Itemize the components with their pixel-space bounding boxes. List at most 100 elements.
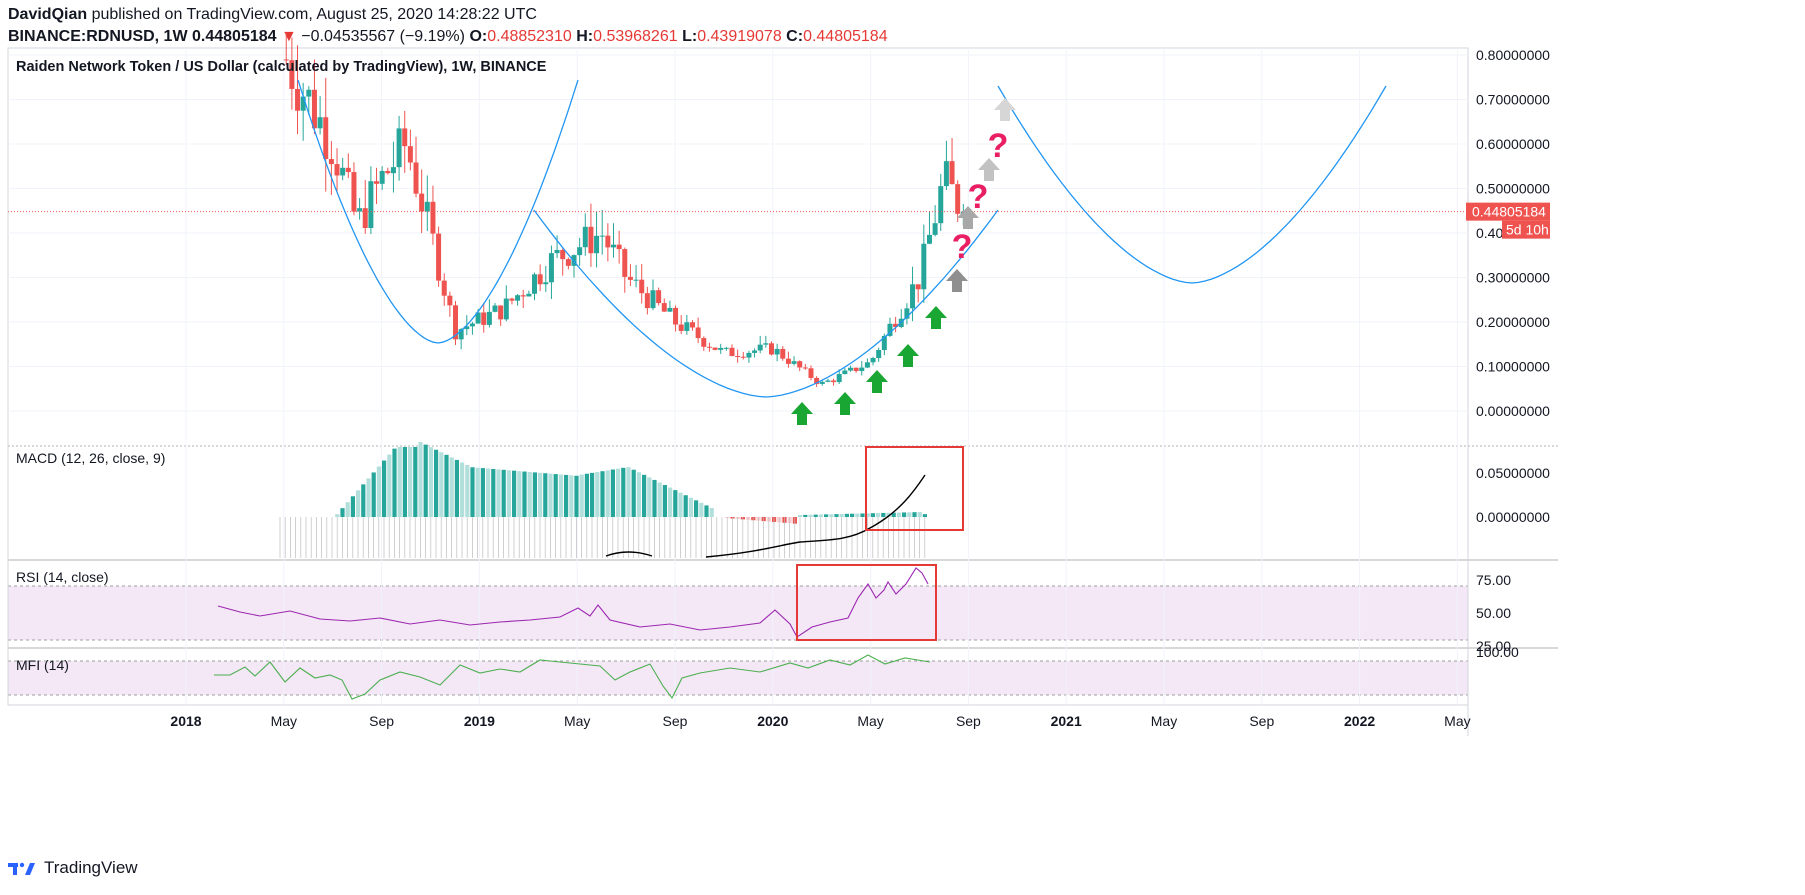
ohlc-line: BINANCE:RDNUSD, 1W 0.44805184 ▼ −0.04535… <box>8 26 888 48</box>
macd-histogram-bar <box>922 514 927 517</box>
macd-histogram-bar <box>704 505 709 517</box>
macd-line <box>605 474 926 558</box>
rsi-tick-label: 75.00 <box>1476 572 1511 588</box>
candle-body <box>328 159 334 165</box>
price-tick-label: 0.50000000 <box>1476 181 1550 197</box>
candle-body <box>910 284 916 309</box>
candle-body <box>509 298 515 301</box>
macd-histogram-bar <box>626 467 631 517</box>
macd-histogram-bar <box>834 514 839 517</box>
macd-histogram-bar <box>829 514 834 517</box>
macd-histogram-bar <box>548 473 553 517</box>
candle-body <box>345 167 351 173</box>
candle-body <box>831 380 837 383</box>
macd-histogram-bar <box>553 474 558 517</box>
candle-body <box>701 338 707 347</box>
candle-body <box>791 361 797 364</box>
time-tick-label: Sep <box>369 713 394 729</box>
candle-body <box>926 234 932 244</box>
chart-canvas[interactable]: ??? MACD (12, 26, close, 9) RSI (14, close… <box>0 0 1805 850</box>
candle-body <box>351 172 357 212</box>
macd-histogram-bar <box>382 460 387 517</box>
macd-histogram-bar <box>361 484 366 517</box>
macd-histogram-bar <box>808 514 813 517</box>
candle-body <box>718 347 724 350</box>
macd-histogram-bar <box>392 448 397 517</box>
candle-body <box>915 284 921 290</box>
candle-body <box>712 347 718 350</box>
macd-histogram-bar <box>574 475 579 517</box>
candle-body <box>526 293 532 297</box>
drawing-overlay: ??? MACD (12, 26, close, 9) RSI (14, close… <box>8 79 1468 673</box>
macd-histogram-bar <box>439 452 444 517</box>
candle-body <box>492 305 498 312</box>
time-tick-label: May <box>271 713 297 729</box>
macd-histogram-bar <box>449 457 454 517</box>
publish-line: DavidQian published on TradingView.com, … <box>8 4 888 26</box>
mfi-layer <box>214 654 931 700</box>
macd-histogram-bar <box>876 513 881 517</box>
macd-histogram-bar <box>480 468 485 517</box>
candle-body <box>943 161 949 187</box>
macd-histogram-bar <box>397 447 402 517</box>
tradingview-brand: TradingView <box>44 858 138 877</box>
candle-body <box>633 279 639 281</box>
tradingview-logo-icon <box>8 862 35 875</box>
candle-body <box>870 358 876 363</box>
candle-body <box>515 295 521 301</box>
macd-histogram-bar <box>584 473 589 517</box>
macd-histogram-bar <box>512 470 517 517</box>
time-tick-label: Sep <box>1249 713 1274 729</box>
candle-body <box>689 322 695 328</box>
macd-highlight-box <box>865 446 964 531</box>
green-up-arrow-icon <box>791 402 813 425</box>
candle-body <box>520 295 526 297</box>
candle-body <box>532 274 538 294</box>
macd-histogram-bar <box>798 514 803 517</box>
candle-body <box>481 312 487 325</box>
candle-body <box>853 367 859 372</box>
candle-body <box>706 346 712 348</box>
macd-histogram-bar <box>538 472 543 517</box>
macd-histogram-bar <box>491 468 496 517</box>
candle-body <box>819 381 825 384</box>
axes-layer: 0.80000000 0.70000000 0.60000000 0.50000000… <box>16 47 1550 729</box>
candle-body <box>543 282 549 285</box>
candle-body <box>390 167 396 174</box>
macd-histogram-bar <box>824 514 829 517</box>
macd-histogram-bar <box>907 512 912 517</box>
rsi-highlight-box <box>796 564 937 641</box>
macd-histogram-bar <box>506 470 511 517</box>
open-value: 0.48852310 <box>487 28 572 45</box>
tradingview-footer[interactable]: TradingView <box>8 858 138 878</box>
cup-curve-1 <box>297 79 579 344</box>
candle-body <box>605 235 611 248</box>
macd-tick-label: 0.05000000 <box>1476 465 1550 481</box>
mfi-line <box>214 654 931 700</box>
candle-body <box>729 347 735 356</box>
candle-body <box>486 311 492 325</box>
candle-body <box>876 350 882 359</box>
macd-histogram-bar <box>335 514 340 517</box>
green-up-arrow-icon <box>834 392 856 415</box>
author-name[interactable]: DavidQian <box>8 6 88 23</box>
candle-body <box>949 161 955 185</box>
publish-info: published on TradingView.com, August 25,… <box>91 6 537 23</box>
macd-histogram-bar <box>470 467 475 517</box>
macd-histogram-bar <box>886 512 891 517</box>
time-tick-label: 2021 <box>1051 713 1082 729</box>
candle-body <box>430 201 436 234</box>
macd-histogram-bar <box>376 466 381 517</box>
high-label: H: <box>576 28 594 45</box>
candle-body <box>746 352 752 358</box>
macd-histogram-bar <box>444 454 449 517</box>
rsi-layer <box>217 567 929 638</box>
candle-body <box>447 295 453 306</box>
macd-histogram-bar <box>657 482 662 517</box>
price-tick-label: 0.30000000 <box>1476 270 1550 286</box>
candle-body <box>396 128 402 168</box>
candle-body <box>379 170 385 184</box>
green-up-arrow-icon <box>925 306 947 329</box>
candle-body <box>458 329 464 340</box>
candle-body <box>407 146 413 163</box>
